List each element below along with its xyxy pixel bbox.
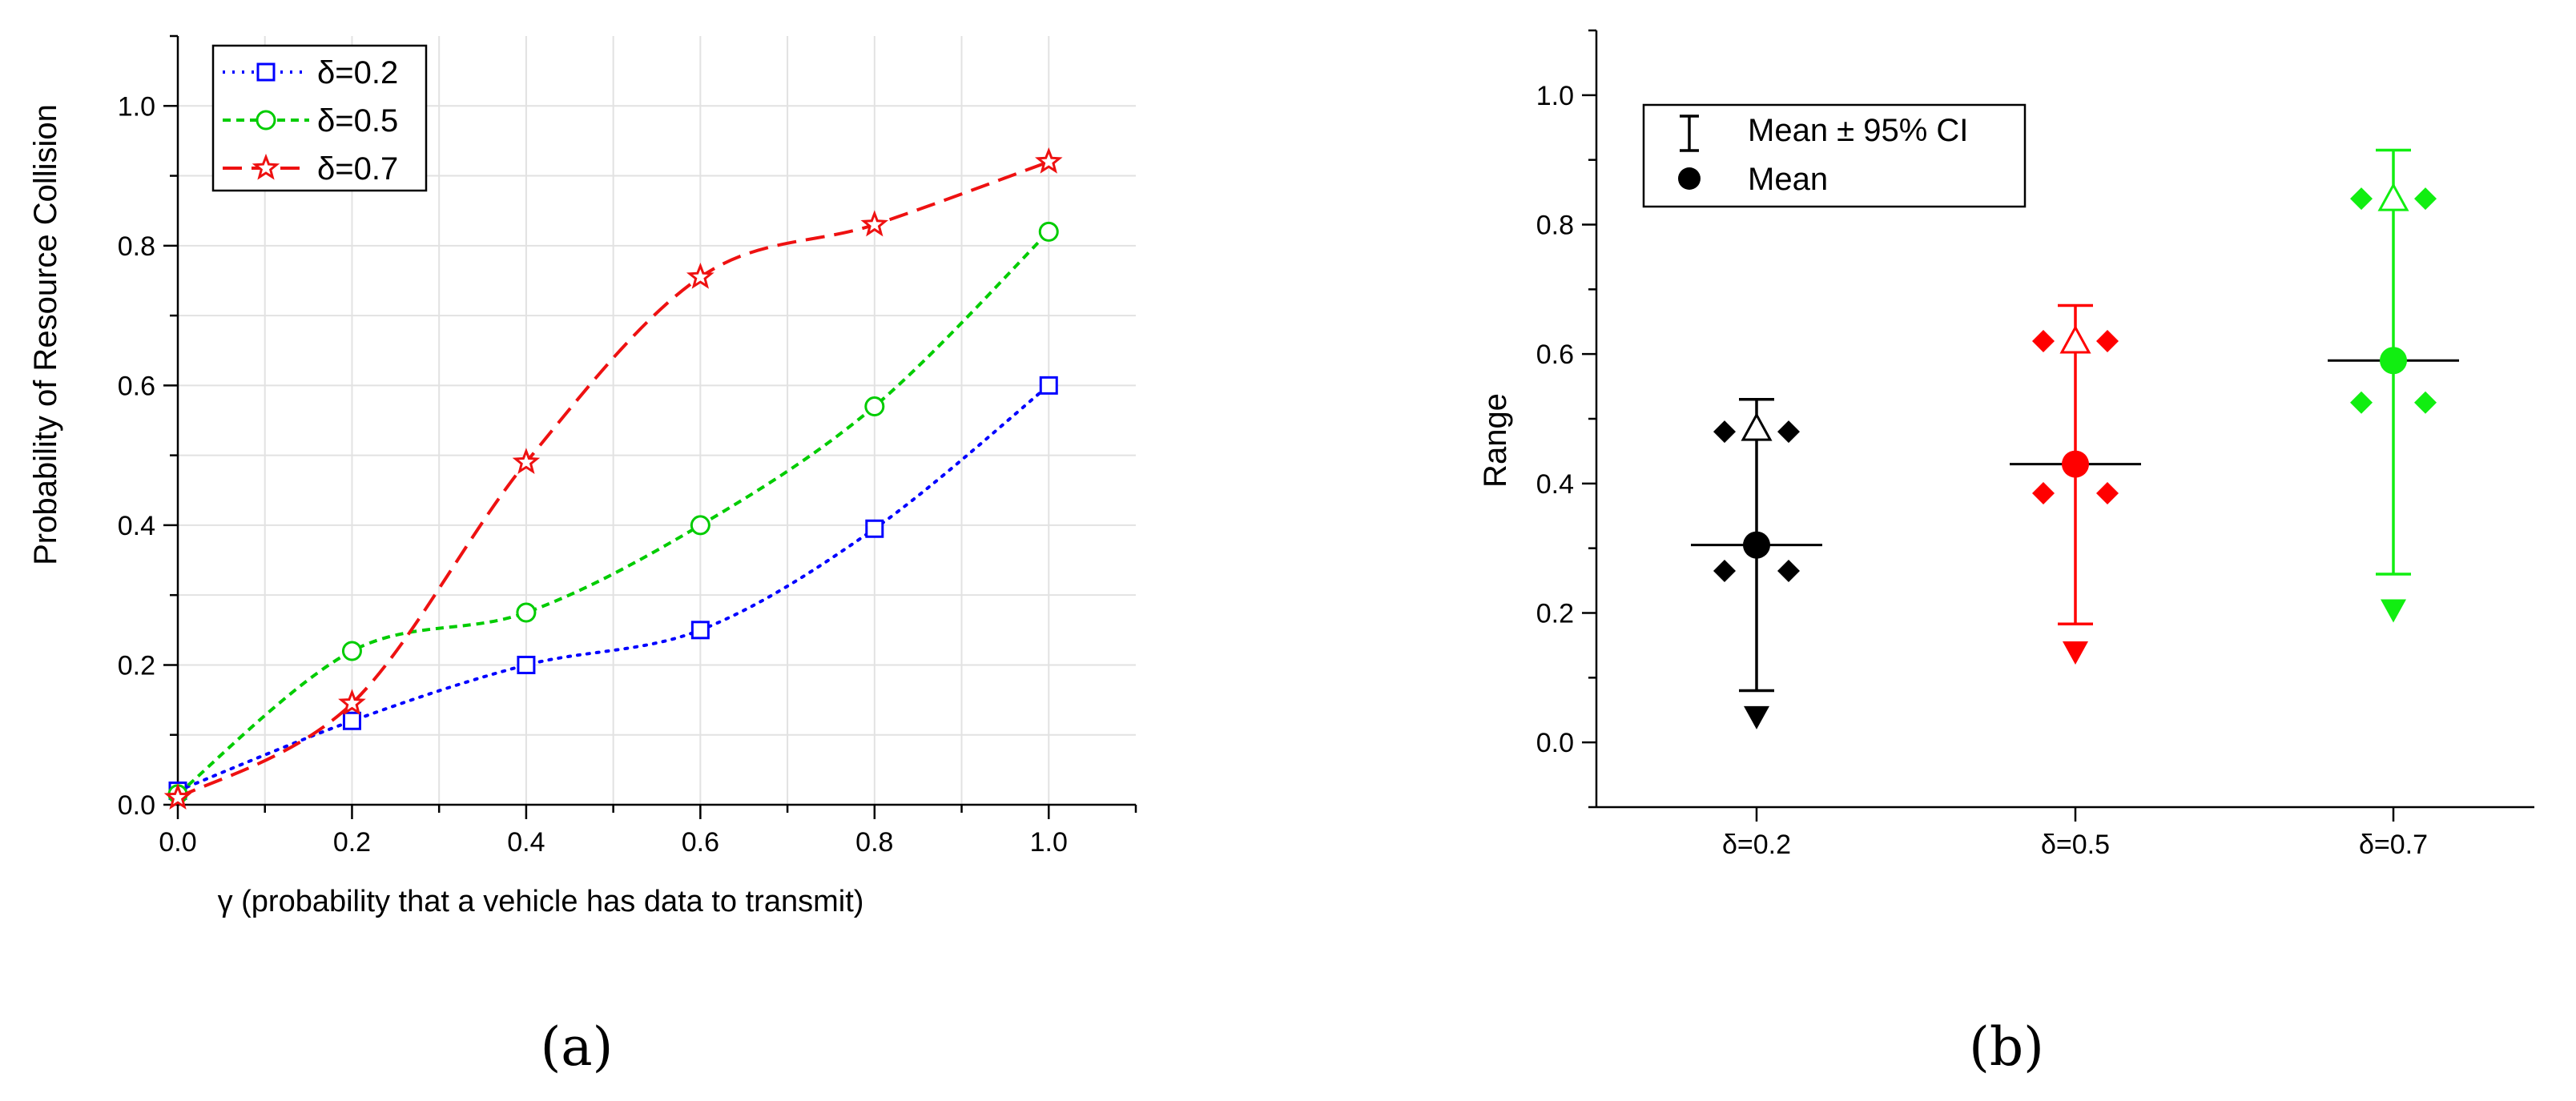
y-tick-label: 0.8 [118,231,155,262]
max-marker [2377,183,2409,211]
mean-marker [2062,450,2089,478]
data-point [2096,481,2119,504]
data-point [2350,187,2373,211]
data-point [1713,420,1736,444]
series-line [176,230,1050,796]
data-point [690,621,710,640]
legend-mean-label: Mean [1748,162,1828,197]
mean-marker [2380,347,2407,375]
y-tick-label: 0.0 [1536,728,1574,758]
axes: 0.0 0.2 0.4 0.6 0.8 1.0 0.0 0.2 0.4 0.6 0.8 1.0 [118,34,1137,858]
data-point [2414,391,2437,414]
legend-label: δ=0.5 [317,103,398,139]
panel-label-a: (a) [541,1016,614,1078]
x-tick-label: 0.2 [333,827,371,858]
legend-box [211,44,428,192]
data-point [2032,481,2055,504]
data-point [864,396,885,417]
panel-label-b: (b) [1969,1016,2044,1078]
data-point [516,602,537,623]
legend-label: δ=0.7 [317,151,398,187]
data-point [1777,420,1800,444]
y-tick-label: 0.8 [1536,211,1574,241]
data-point [517,655,536,674]
data-point [1035,147,1063,174]
data-point [1777,559,1800,582]
legend-label: δ=0.2 [317,55,398,90]
data-point [2032,330,2055,352]
x-tick-label: 0.8 [855,827,893,858]
grid [178,36,1136,805]
y-tick-label: 0.6 [1536,340,1574,370]
group-δ=0.2 [1691,398,1822,729]
data-point [1713,559,1736,582]
legend: Mean ± 95% CI Mean [1642,103,2027,208]
y-tick-label: 0.2 [118,650,155,681]
y-tick-label: 1.0 [118,91,155,122]
data-point [163,783,192,810]
data-point [1039,376,1058,395]
series-line [176,384,1051,793]
series-δ=0.7 [163,147,1063,810]
legend-marker [256,62,276,82]
max-marker [2059,324,2091,354]
legend-marker [256,110,276,131]
data-point [865,519,884,538]
y-axis-label: Range [1478,393,1513,488]
min-marker [2063,641,2088,665]
y-tick-label: 0.4 [118,511,155,541]
series-line [177,160,1049,800]
data-point [860,210,889,237]
min-marker [2381,599,2406,623]
series-layer [163,147,1063,810]
group-δ=0.5 [2010,303,2141,665]
data-point [338,689,366,716]
legend-ci-label: Mean ± 95% CI [1748,113,1968,148]
groups-layer [1691,148,2459,729]
x-tick-label: 0.6 [682,827,719,858]
data-point [2414,187,2437,211]
axes: 0.0 0.2 0.4 0.6 0.8 1.0 δ=0.2 δ=0.5 δ=0.7 [1536,29,2534,860]
legend-marker [252,153,280,180]
group-δ=0.7 [2328,148,2459,623]
y-tick-label: 0.4 [1536,469,1574,500]
data-point [512,448,541,475]
x-tick-label: δ=0.7 [2359,830,2428,860]
chart-b: 0.00.20.40.60.81.0δ=0.2 δ=0.5 δ=0.7 Range … [1478,29,2534,860]
x-tick-label: 0.0 [159,827,196,858]
data-point [342,711,361,730]
legend-mean-marker [1678,167,1701,190]
y-tick-label: 1.0 [1536,81,1574,111]
legend-ci-symbol [1680,115,1699,152]
legend-box [1642,103,2027,208]
data-point [690,515,710,536]
mean-marker [1743,531,1770,559]
x-tick-label: δ=0.5 [2041,830,2110,860]
x-axis-label: γ (probability that a vehicle has data t… [218,885,864,918]
min-marker [1744,705,1769,729]
data-point [341,641,362,661]
data-point [2096,330,2119,352]
data-point [2350,391,2373,414]
y-tick-label: 0.2 [1536,599,1574,629]
x-tick-label: 0.4 [507,827,545,858]
legend: δ=0.2 δ=0.5 δ=0.7 [211,44,428,192]
x-tick-label: δ=0.2 [1722,830,1791,860]
y-tick-label: 0.6 [118,371,155,401]
chart-a: 0.0 0.2 0.4 0.6 0.8 1.0 0.0 0.2 0.4 0.6 0.8 1.0 Pro… [28,34,1137,918]
x-tick-label: 1.0 [1030,827,1068,858]
data-point [686,262,714,289]
y-axis-label: Probability of Resource Collision [28,104,63,565]
data-point [1038,221,1059,242]
y-tick-label: 0.0 [118,790,155,821]
max-marker [1741,412,1773,441]
